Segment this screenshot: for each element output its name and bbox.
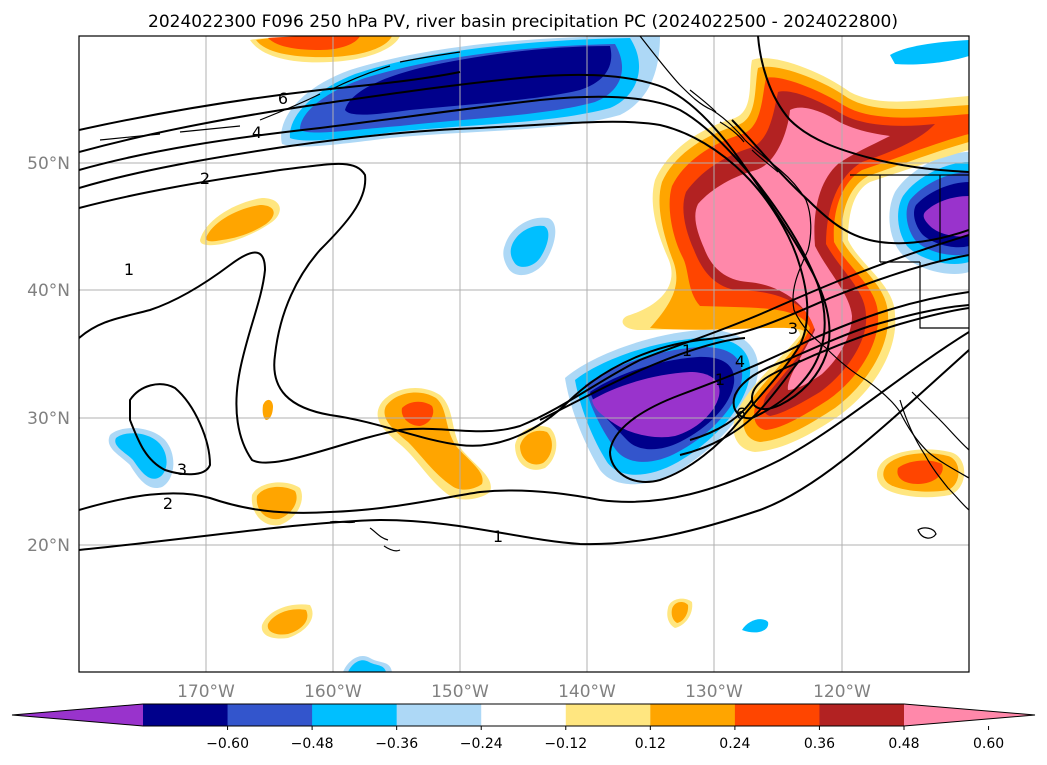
- contour-labels: 6 4 2 1 1 3 2 1 1 3 4 6: [124, 89, 798, 546]
- lon-label-120w: 120°W: [813, 682, 871, 702]
- contour-label: 2: [200, 169, 210, 188]
- negative-blob-small: [742, 619, 769, 633]
- colorbar-segment: [143, 704, 229, 726]
- lon-label-170w: 170°W: [177, 682, 235, 702]
- contour-label: 1: [682, 341, 692, 360]
- coast-baja: [899, 399, 969, 511]
- lat-label-20n: 20°N: [27, 536, 70, 556]
- coastlines: [99, 36, 969, 552]
- contour-label: 2: [163, 494, 173, 513]
- positive-plume-pink: [695, 107, 890, 390]
- contour-label: 1: [715, 370, 725, 389]
- colorbar-segment: [734, 704, 820, 726]
- coast-alaska: [639, 36, 969, 479]
- positive-blob-b-2: [206, 205, 274, 242]
- pv-contour-4: [79, 95, 969, 420]
- colorbar-extend-low: [12, 704, 143, 726]
- colorbar-tick-label: 0.12: [635, 736, 666, 752]
- contour-label: 3: [788, 319, 798, 338]
- colorbar-segment: [565, 704, 651, 726]
- lat-label-40n: 40°N: [27, 281, 70, 301]
- positive-blob-f-2: [671, 601, 689, 623]
- pv-contours: [79, 36, 969, 551]
- pv-contour-2: [79, 162, 969, 447]
- pv-contour-6b: [79, 71, 461, 131]
- contour-label: 6: [736, 404, 746, 423]
- lon-label-150w: 150°W: [431, 682, 489, 702]
- pv-contour-sub-6: [689, 399, 753, 441]
- colorbar-tick-label: 0.48: [888, 736, 919, 752]
- colorbar-tick-label: −0.12: [544, 736, 587, 752]
- positive-blob-e-2: [267, 609, 308, 635]
- pv-contour-3-west: [129, 383, 212, 476]
- positive-blob-i: [262, 399, 273, 420]
- colorbar-segment: [312, 704, 398, 726]
- coast-hawaii: [329, 520, 401, 552]
- map-frame: [78, 35, 970, 673]
- colorbar-tick-label: −0.36: [375, 736, 418, 752]
- pv-contour-sub-1: [539, 337, 746, 421]
- negative-blob-west-2: [115, 433, 167, 479]
- lat-label-30n: 30°N: [27, 409, 70, 429]
- longitude-labels: 170°W 160°W 150°W 140°W 130°W 120°W: [177, 682, 871, 702]
- positive-blob-a-3: [401, 401, 434, 426]
- colorbar-tick-label: 0.60: [973, 736, 1004, 752]
- map-panel: [78, 35, 970, 673]
- contour-label: 3: [177, 460, 187, 479]
- pv-contour-ne: [757, 36, 969, 173]
- pv-contour-ne2: [731, 119, 969, 245]
- colorbar-tick-label: −0.24: [460, 736, 503, 752]
- pv-contour-3: [79, 120, 969, 483]
- pv-contour-1-south: [79, 349, 969, 551]
- pv-contour-6: [79, 73, 969, 411]
- graticule: [79, 36, 969, 672]
- pv-contour-2-south: [79, 331, 969, 514]
- lon-label-130w: 130°W: [685, 682, 743, 702]
- colorbar-segment: [819, 704, 905, 726]
- positive-blob-h-3: [268, 36, 360, 50]
- contour-label: 6: [278, 89, 288, 108]
- colorbar-extend-high: [904, 704, 1035, 726]
- lon-label-160w: 160°W: [304, 682, 362, 702]
- colorbar-tick-label: 0.24: [719, 736, 750, 752]
- map-title: 2024022300 F096 250 hPa PV, river basin …: [148, 12, 898, 32]
- colorbar-tick-label: −0.48: [291, 736, 334, 752]
- positive-blob-c-2: [520, 430, 552, 465]
- pv-contour-1-west: [79, 234, 969, 464]
- colorbar-outline: [11, 703, 1036, 727]
- colorbar-tick-label: 0.36: [804, 736, 835, 752]
- coast-mexico: [911, 391, 969, 451]
- negative-blob-ne: [890, 40, 969, 65]
- lon-label-140w: 140°W: [558, 682, 616, 702]
- contour-label: 1: [493, 527, 503, 546]
- negative-blob-south-2: [348, 660, 386, 672]
- colorbar-segment: [396, 704, 482, 726]
- negative-blob-central-2: [510, 225, 549, 267]
- latitude-labels: 50°N 40°N 30°N 20°N: [27, 154, 70, 556]
- colorbar-segment: [227, 704, 313, 726]
- negative-band-north-4: [345, 46, 612, 115]
- contour-label: 1: [124, 260, 134, 279]
- contour-label: 4: [252, 123, 262, 142]
- negative-inland-purple: [923, 196, 969, 237]
- coast-small-island: [917, 527, 937, 539]
- coast-bc-islands: [689, 89, 779, 173]
- contour-label: 4: [735, 352, 745, 371]
- coast-us-borders: [850, 174, 969, 329]
- colorbar: −0.60 −0.48 −0.36 −0.24 −0.12 0.12 0.24 0.36 0.4…: [11, 703, 1036, 752]
- pv-contour-sub-4: [679, 359, 801, 456]
- coast-aleutians: [99, 51, 461, 141]
- colorbar-segment: [481, 704, 567, 726]
- colorbar-segment: [650, 704, 736, 726]
- lat-label-50n: 50°N: [27, 154, 70, 174]
- colorbar-tick-label: −0.60: [206, 736, 249, 752]
